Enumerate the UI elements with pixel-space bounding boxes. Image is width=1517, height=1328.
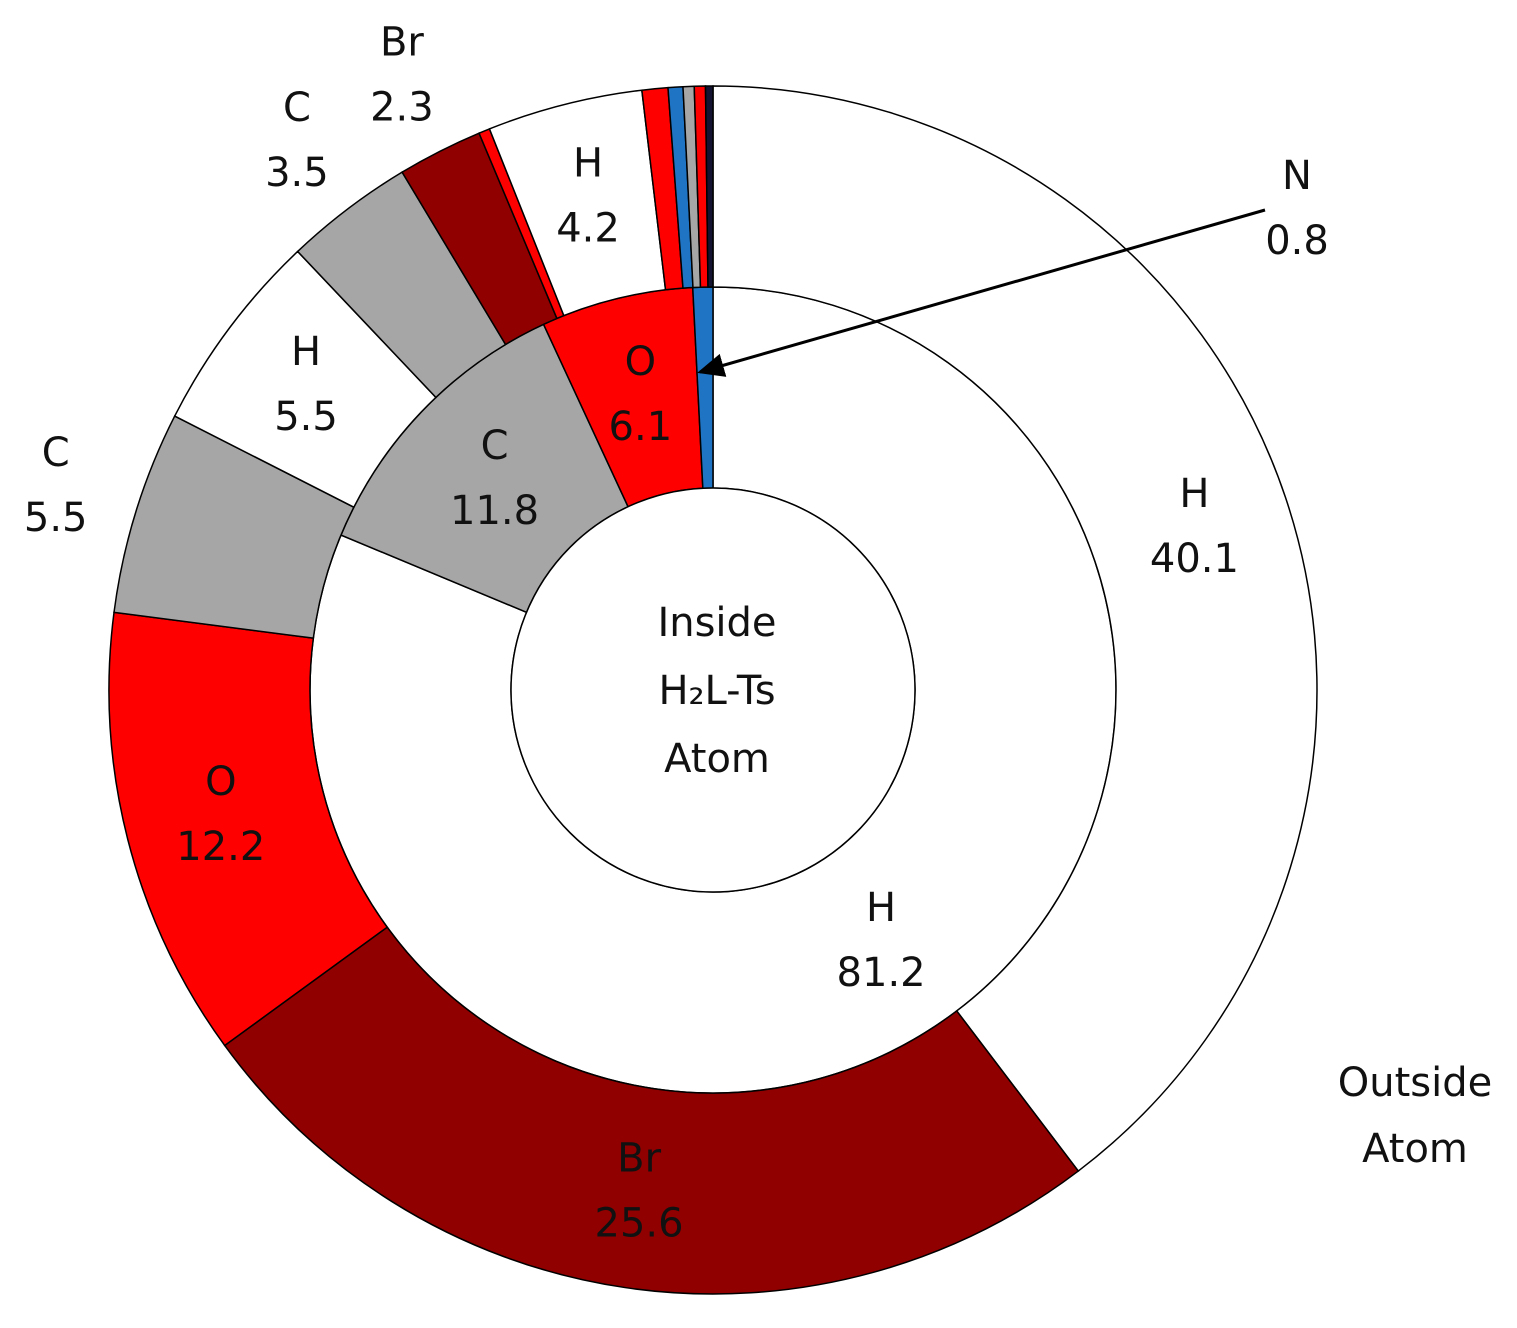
center-hole	[510, 487, 916, 893]
slice	[223, 926, 1080, 1295]
slice-value: 6.1	[609, 404, 673, 450]
labels: H 81.2 C 11.8 O 6.1 N 0.8 H 40.1 Br 25.6 O 12.2 C 5.5 H 5…	[24, 19, 1492, 1246]
slice-value: 25.6	[595, 1201, 684, 1247]
slice-category: N	[1282, 153, 1312, 199]
slice-value: 4.2	[556, 206, 620, 252]
leader-arrow	[697, 208, 1266, 377]
slice-value: 12.2	[176, 824, 265, 870]
slice-category: H	[866, 885, 896, 931]
slice-category: H	[291, 329, 321, 375]
slice-value: 3.5	[265, 150, 329, 196]
slice-value: 2.3	[370, 84, 434, 130]
slices	[108, 85, 1318, 1295]
slice-value: 81.2	[837, 950, 926, 996]
slice-category: C	[42, 430, 70, 476]
slice	[712, 85, 1318, 1173]
slice-value: 5.5	[274, 394, 338, 440]
slice-value: 5.5	[24, 495, 88, 541]
slice-category: C	[283, 85, 311, 131]
center-label: Atom	[664, 736, 770, 782]
slice-category: O	[205, 759, 236, 805]
center-label: Inside	[657, 600, 776, 646]
slice-value: 11.8	[450, 488, 539, 534]
slice-value: 0.8	[1265, 218, 1329, 264]
slice-category: Br	[617, 1136, 661, 1182]
slice-category: H	[1179, 471, 1209, 517]
slice	[704, 85, 714, 288]
center-label: H₂L-Ts	[658, 668, 775, 714]
slice-category: Br	[380, 19, 424, 65]
slice-value: 40.1	[1150, 536, 1239, 582]
outer-ring-label: Atom	[1362, 1126, 1468, 1172]
slice-category: O	[625, 339, 656, 385]
slice-category: H	[573, 141, 603, 187]
slice-category: C	[481, 423, 509, 469]
outer-ring-label: Outside	[1338, 1060, 1492, 1106]
